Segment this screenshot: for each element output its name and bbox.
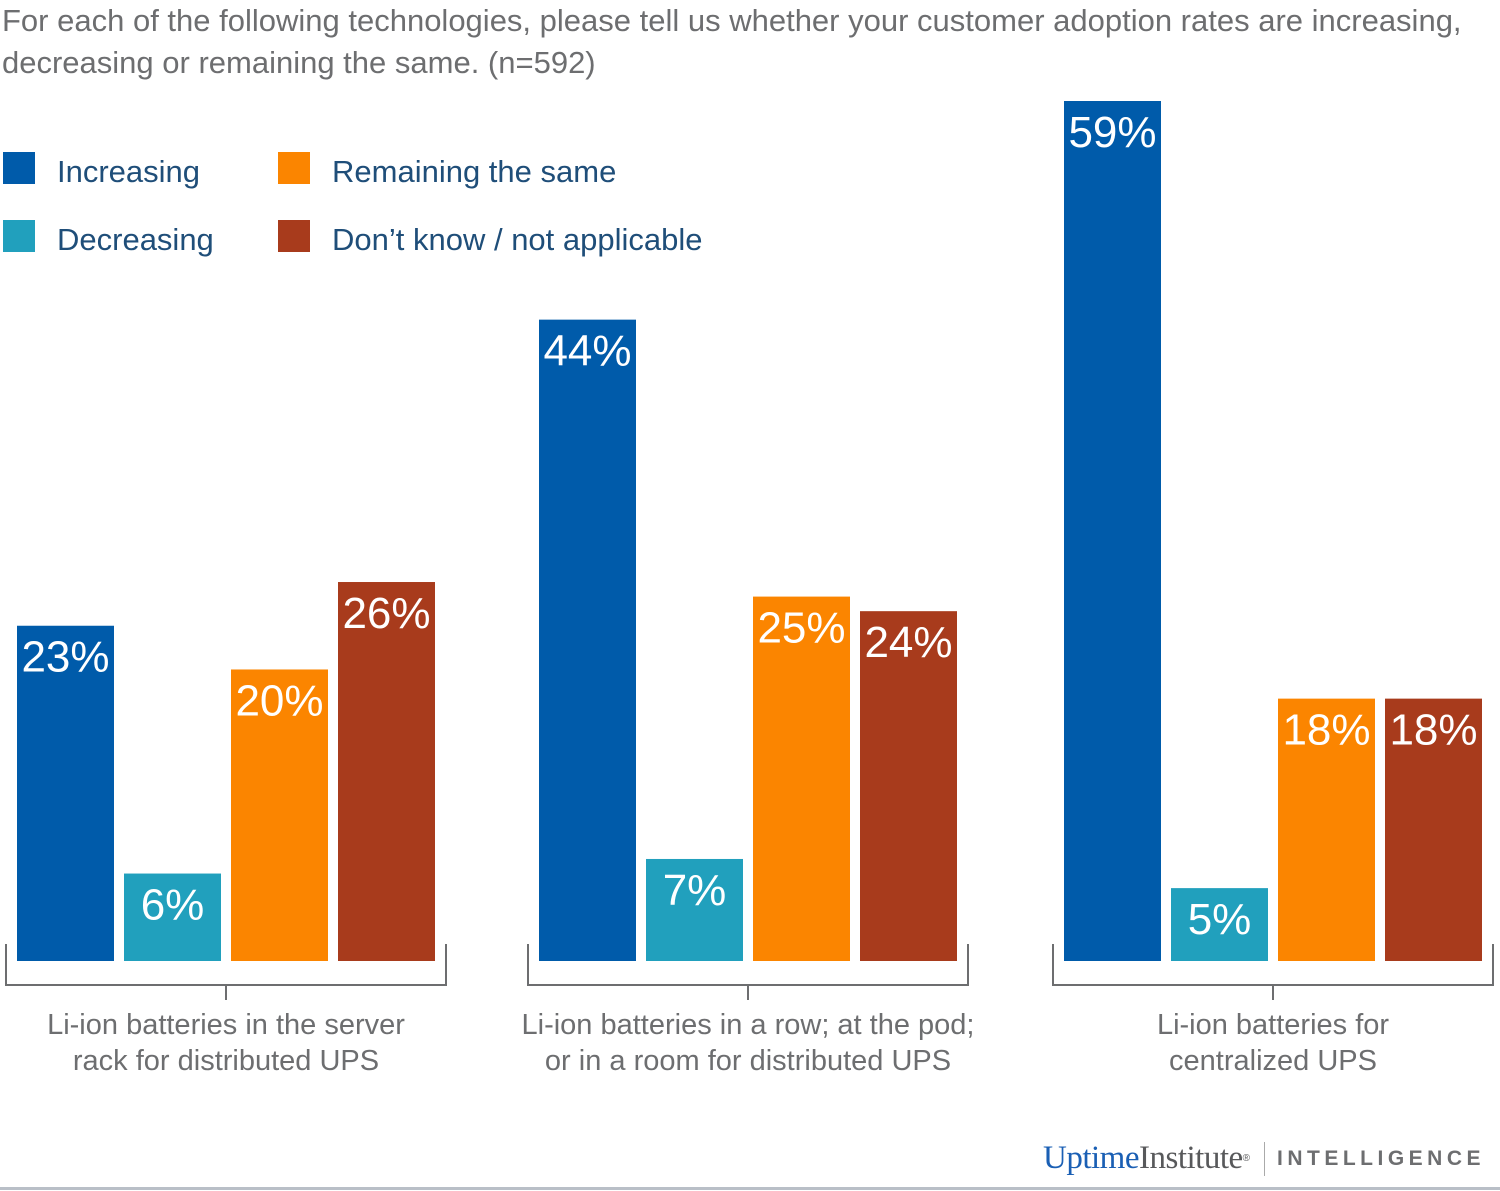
bar-label-0-3: 26% (342, 589, 430, 638)
category-label-0-0: Li-ion batteries in the server (47, 1009, 405, 1041)
bar-1-1 (646, 858, 743, 961)
category-label-1-1: or in a room for distributed UPS (545, 1045, 951, 1077)
legend-swatch-2 (278, 152, 310, 184)
bar-2-2 (1278, 698, 1375, 961)
bar-2-3 (1385, 698, 1482, 961)
category-label-2-0: Li-ion batteries for (1157, 1009, 1389, 1041)
legend-swatch-0 (3, 152, 35, 184)
category-label-0-1: rack for distributed UPS (73, 1045, 379, 1077)
bar-2-0 (1064, 101, 1161, 961)
legend-swatch-3 (278, 220, 310, 252)
bar-label-1-0: 44% (543, 327, 631, 376)
bar-2-1 (1171, 888, 1268, 961)
uptime-institute-logo: Uptime Institute ® INTELLIGENCE (1043, 1140, 1485, 1177)
logo-intelligence: INTELLIGENCE (1277, 1146, 1486, 1170)
bar-label-1-1: 7% (663, 866, 727, 915)
logo-institute: Institute (1138, 1140, 1243, 1176)
group-bracket-1 (527, 944, 969, 1000)
legend-label-2: Remaining the same (332, 154, 616, 189)
bar-label-2-1: 5% (1188, 895, 1252, 944)
legend-label-0: Increasing (57, 154, 200, 189)
bar-1-3 (860, 611, 957, 961)
bar-label-1-3: 24% (864, 618, 952, 667)
legend-label-3: Don’t know / not applicable (332, 222, 703, 257)
group-bracket-0 (5, 944, 447, 1000)
group-bracket-2 (1052, 944, 1494, 1000)
bar-0-2 (231, 669, 328, 961)
bar-0-0 (17, 625, 114, 961)
bar-1-0 (539, 319, 636, 962)
logo-divider (1264, 1141, 1266, 1176)
bar-label-0-2: 20% (235, 676, 323, 725)
logo-registered: ® (1242, 1153, 1251, 1164)
logo-uptime: Uptime (1043, 1140, 1139, 1176)
bar-label-0-1: 6% (141, 881, 205, 930)
footer-rule (0, 1187, 1500, 1190)
bar-label-0-0: 23% (21, 633, 109, 682)
bar-0-1 (124, 873, 221, 961)
legend-swatch-1 (3, 220, 35, 252)
bar-0-3 (338, 582, 435, 961)
bar-1-2 (753, 596, 850, 961)
category-label-1-0: Li-ion batteries in a row; at the pod; (522, 1009, 975, 1041)
legend-label-1: Decreasing (57, 222, 214, 257)
bar-label-2-3: 18% (1389, 706, 1477, 755)
bar-label-2-0: 59% (1068, 108, 1156, 157)
bar-label-1-2: 25% (757, 604, 845, 653)
bar-label-2-2: 18% (1282, 706, 1370, 755)
category-label-2-1: centralized UPS (1169, 1045, 1377, 1077)
chart-title: For each of the following technologies, … (2, 3, 1462, 80)
